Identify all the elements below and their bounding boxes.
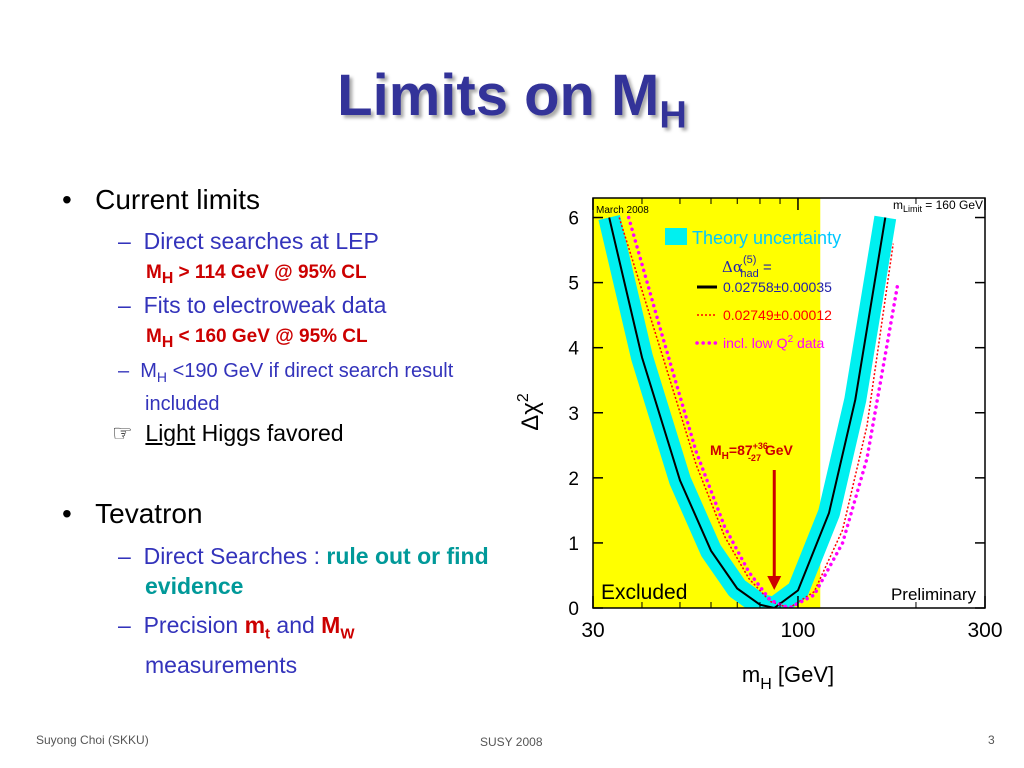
text: 2: [788, 334, 794, 345]
series-line: [626, 215, 900, 608]
title-sub: H: [659, 94, 687, 137]
icon: ☞: [112, 421, 133, 447]
annotation: MH=87+36 -27 GeV: [710, 441, 794, 590]
text: M: [710, 442, 722, 458]
plot-area: [593, 198, 900, 608]
legend-label: 0.02749±0.00012: [723, 307, 832, 323]
text: Δα: [722, 258, 743, 276]
annotation-text: MH=87+36 -27 GeV: [710, 441, 794, 463]
text: H: [760, 676, 772, 693]
page-number: 3: [988, 733, 995, 747]
text: Direct Searches :: [143, 543, 327, 569]
text: measurements: [145, 651, 298, 678]
text: H: [156, 369, 168, 385]
text: t: [265, 625, 271, 643]
legend-title: Δα(5) had =: [722, 254, 772, 280]
footer-left: Suyong Choi (SKKU): [36, 733, 149, 747]
text: m: [893, 198, 903, 212]
text: H: [161, 269, 174, 287]
text: m: [244, 612, 266, 638]
corner-right: mLimit = 160 GeV: [893, 198, 983, 214]
bullet: • Tevatron: [62, 498, 203, 529]
sub-bullet: – Direct Searches : rule out or find evi…: [118, 543, 489, 599]
text: = 160 GeV: [922, 198, 983, 212]
text: m: [742, 662, 760, 687]
y-tick-label: 3: [568, 404, 579, 425]
y-tick-label: 5: [568, 274, 579, 295]
x-label: mH [GeV]: [742, 662, 834, 693]
text: had: [740, 268, 758, 280]
footer-center: SUSY 2008: [480, 735, 543, 749]
text: rule out or find evidence: [145, 543, 489, 599]
excluded-label: Excluded: [601, 581, 687, 604]
text: Current limits: [95, 184, 261, 215]
x-tick-label: 100: [780, 619, 815, 642]
bullet: • Current limits: [62, 184, 261, 215]
x-tick-label: 30: [581, 619, 604, 642]
text: M: [146, 326, 162, 347]
text: W: [340, 625, 355, 643]
sub-bullet: – Fits to electroweak data: [118, 292, 387, 318]
y-label: Δχ2: [515, 393, 544, 431]
x-tick-label: 300: [967, 619, 1002, 642]
note: ☞ Light Higgs favored: [112, 420, 344, 447]
y-tick-label: 1: [568, 534, 579, 555]
text: [GeV]: [772, 662, 834, 687]
sub-bullet: – Precision mt and MW measurements: [118, 612, 355, 678]
axes: 0 1 2 3 4 5 6 30 100 300: [568, 198, 1003, 642]
text: +36: [753, 441, 768, 451]
text: M: [321, 612, 341, 638]
title-text: Limits on M: [337, 63, 660, 128]
text: =: [759, 259, 772, 276]
text: 2: [515, 393, 532, 402]
limit: MH < 160 GeV @ 95% CL: [146, 326, 368, 352]
text: Precision: [143, 612, 245, 638]
frame: [592, 197, 986, 609]
arrow-head: [767, 576, 782, 590]
legend: 0.02758±0.00035 0.02749±0.00012 incl. low …: [695, 279, 832, 351]
title: Limits on MH: [0, 62, 1024, 138]
legend-label: 0.02758±0.00035: [723, 279, 832, 295]
text: Fits to electroweak data: [143, 292, 387, 318]
y-tick-label: 4: [568, 339, 579, 360]
legend-label: incl. low Q2 data: [723, 334, 824, 351]
text: Δχ: [517, 402, 544, 431]
corner-left: March 2008: [596, 205, 649, 216]
text: M: [140, 360, 157, 382]
y-tick-label: 0: [568, 599, 579, 620]
text: Direct searches at LEP: [143, 228, 379, 254]
text: > 114 GeV @ 95% CL: [173, 262, 367, 283]
band-key: [665, 228, 687, 245]
text: -27: [748, 453, 761, 463]
text: < 160 GeV @ 95% CL: [173, 326, 368, 347]
text: =87: [729, 442, 753, 458]
text: <190 GeV if direct search result include…: [145, 360, 454, 415]
text: H: [161, 333, 174, 351]
text: data: [793, 335, 824, 351]
text: H: [722, 451, 729, 462]
text: and: [270, 612, 322, 638]
limit: MH > 114 GeV @ 95% CL: [146, 262, 367, 288]
text: GeV: [761, 442, 794, 458]
text: Limit: [903, 204, 923, 214]
text: Tevatron: [95, 498, 203, 529]
sub-bullet: – Direct searches at LEP: [118, 228, 379, 254]
y-tick-label: 6: [568, 209, 579, 230]
text: (5): [743, 254, 756, 266]
text: incl. low Q: [723, 335, 788, 351]
text: Higgs favored: [195, 420, 344, 446]
text: Light: [145, 420, 196, 446]
series-line: [618, 217, 894, 608]
sub-bullet: – MH <190 GeV if direct search result in…: [118, 360, 454, 415]
y-tick-label: 2: [568, 469, 579, 490]
band-label: Theory uncertainty: [692, 228, 841, 248]
preliminary: Preliminary: [891, 585, 977, 604]
text: M: [146, 262, 162, 283]
